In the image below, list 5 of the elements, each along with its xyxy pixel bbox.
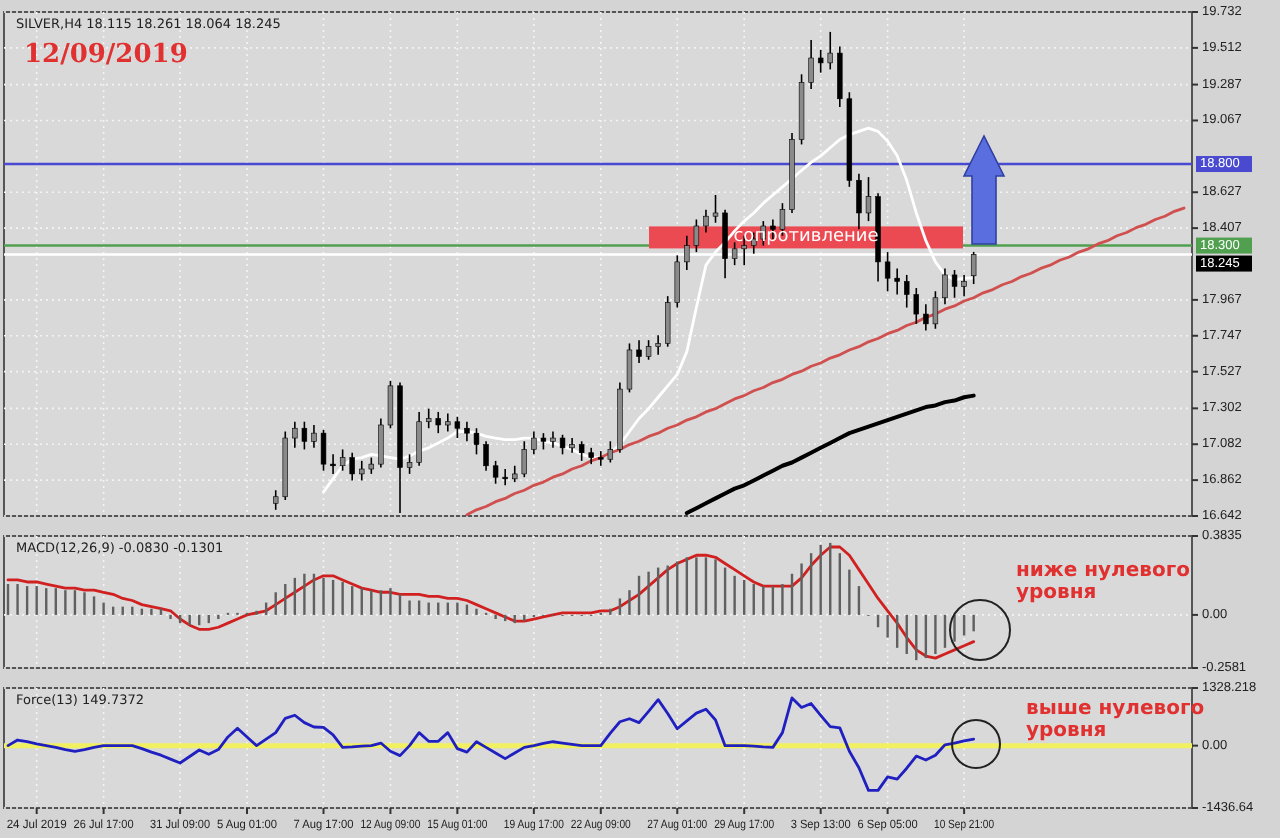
candlestick [970, 251, 977, 285]
annotation: ниже нулевого уровня [1016, 560, 1191, 604]
text: 12/09/2019 [24, 40, 188, 70]
line-series [684, 393, 976, 516]
line-series [465, 206, 1186, 516]
